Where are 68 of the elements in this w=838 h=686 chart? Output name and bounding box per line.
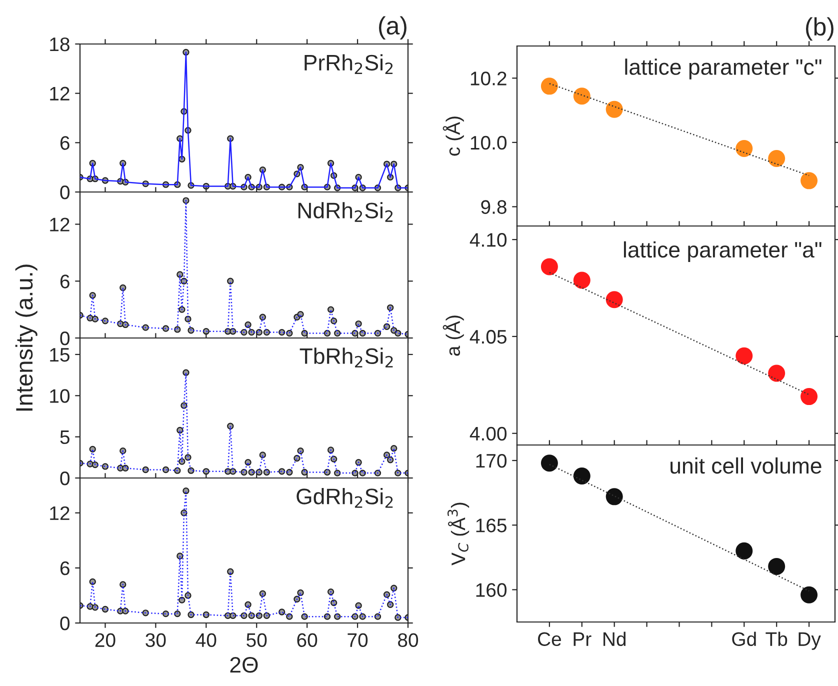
y-tick-label: 4.05: [470, 330, 506, 344]
y-tick-label: 0: [60, 331, 70, 346]
point: [768, 150, 786, 168]
point: [606, 488, 623, 506]
x-tick-label: Tb: [766, 632, 788, 646]
y-tick-label: 12: [50, 86, 70, 100]
x-tick-label: 30: [146, 633, 166, 648]
point: [800, 586, 818, 604]
annotation: GdRh$_{2}$Si$_{2}$: [296, 488, 393, 508]
y-tick-label: 10: [50, 389, 70, 403]
x-tick-label: 70: [348, 633, 368, 648]
y-tick-label: 12: [50, 506, 70, 520]
point: [800, 172, 818, 190]
y-tick-label: 6: [60, 561, 70, 576]
y-tick-label: 15: [50, 348, 70, 362]
y-tick-label: 0: [60, 616, 70, 630]
y-tick-label: 4.00: [470, 426, 507, 441]
y-tick-label: 12: [50, 218, 70, 232]
annotation: lattice parameter "c": [625, 58, 822, 80]
y-tick-label: 160: [476, 583, 507, 597]
y-tick-label: 6: [60, 136, 70, 150]
x-tick-label: 50: [246, 633, 267, 648]
y-tick-label: 10.0: [470, 136, 507, 150]
x-tick-label: 60: [297, 633, 318, 648]
point: [768, 558, 786, 575]
x-axis-title: 2Θ: [230, 656, 258, 673]
point: [800, 388, 818, 406]
point: [736, 347, 753, 364]
y-tick-label: 10.2: [470, 72, 506, 86]
y-tick-label: 0: [60, 185, 70, 200]
y-axis-title: Intensity (a.u.): [15, 264, 38, 411]
x-tick-label: 80: [398, 633, 418, 648]
y-tick-label: 165: [476, 518, 506, 532]
y-tick-label: 0: [60, 471, 70, 486]
y-tick-label: 9.8: [481, 200, 506, 214]
y-tick-label: 4.10: [470, 233, 507, 247]
point: [736, 140, 753, 158]
point: [768, 364, 786, 382]
x-tick-label: 40: [196, 633, 216, 648]
x-tick-label: Pr: [574, 632, 592, 646]
x-tick-label: Dy: [798, 632, 821, 650]
point: [540, 78, 558, 95]
point: [573, 468, 590, 485]
x-tick-label: Nd: [604, 632, 626, 646]
text: (b): [806, 17, 834, 41]
x-tick-label: Ce: [538, 632, 562, 646]
y-tick-label: 170: [476, 454, 507, 468]
point: [736, 542, 753, 560]
text: (a): [379, 16, 406, 40]
point: [606, 100, 623, 118]
point: [573, 88, 590, 105]
point: [540, 454, 558, 472]
x-tick-label: Gd: [732, 632, 756, 646]
annotation: NdRh$_{2}$Si$_{2}$: [298, 202, 392, 222]
point: [573, 272, 590, 289]
y-tick-label: 6: [60, 274, 70, 288]
point: [540, 258, 558, 276]
y-tick-label: 18: [50, 37, 70, 52]
y-tick-label: 5: [60, 430, 70, 444]
annotation: lattice parameter "a": [624, 241, 822, 262]
y-axis-title: c (Å): [442, 116, 464, 156]
y-axis-title: a (Å): [442, 316, 464, 356]
annotation: PrRh$_{2}$Si$_{2}$: [304, 54, 393, 74]
point: [606, 291, 623, 308]
x-tick-label: 20: [95, 633, 116, 648]
y-axis-title: V$_{C}$ (Å$^{3}$): [448, 502, 470, 566]
annotation: unit cell volume: [670, 457, 822, 474]
annotation: TbRh$_{2}$Si$_{2}$: [300, 348, 393, 368]
